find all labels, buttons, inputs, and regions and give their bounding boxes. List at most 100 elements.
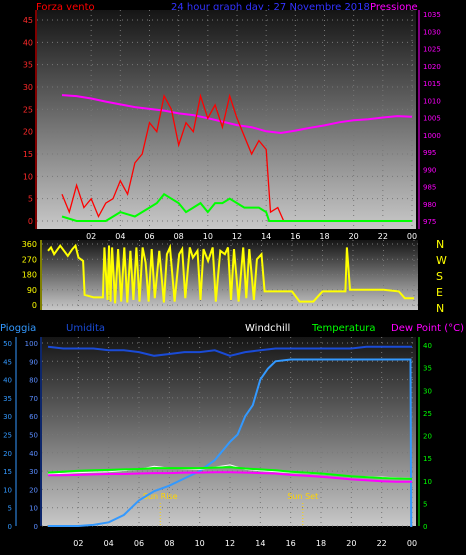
x-tick-label: 22 bbox=[378, 232, 388, 241]
series-line bbox=[47, 243, 414, 304]
sun-marker-label: Sun Set bbox=[287, 492, 318, 501]
x-tick-label: 14 bbox=[255, 539, 265, 548]
legend-item: Umidita bbox=[66, 323, 105, 334]
wind-axis-label: Forza vento bbox=[36, 2, 95, 13]
panel-rain-humidity-temperature bbox=[42, 337, 416, 526]
x-tick-label: 04 bbox=[104, 539, 114, 548]
temperature-tick-label: 0 bbox=[423, 523, 427, 531]
humidity-y-ticks: 0 10 20 30 40 50 60 70 80 90 100 bbox=[25, 337, 42, 531]
panel-rain-x-ticks: 02 04 06 08 10 12 14 16 18 20 22 00 bbox=[73, 539, 417, 548]
pressure-axis-label: Pressione bbox=[370, 2, 418, 13]
rain-tick-label: 5 bbox=[8, 505, 12, 513]
x-tick-label: 02 bbox=[86, 232, 96, 241]
x-tick-label: 18 bbox=[319, 232, 329, 241]
series-line bbox=[47, 345, 412, 357]
humidity-tick-label: 90 bbox=[29, 358, 38, 366]
wind-tick-label: 15 bbox=[23, 150, 33, 159]
panel-rain-legend: Pioggia Umidita Windchill Temperatura Dew Po… bbox=[0, 323, 464, 334]
wind-tick-label: 0 bbox=[28, 217, 33, 226]
humidity-tick-label: 0 bbox=[34, 523, 38, 531]
panel-wind-pressure-x-ticks: 02 04 06 08 10 12 14 16 18 20 22 00 bbox=[86, 232, 417, 241]
x-tick-label: 20 bbox=[346, 539, 356, 548]
pressure-y-ticks: 975 980 985 990 995 1000 1005 1010 1015 1020 1025 1… bbox=[418, 10, 441, 229]
direction-tick-label: 0 bbox=[32, 301, 37, 310]
rain-tick-label: 45 bbox=[3, 358, 12, 366]
temperature-tick-label: 5 bbox=[423, 500, 427, 508]
panel-rain-series bbox=[47, 345, 413, 527]
x-tick-label: 16 bbox=[286, 539, 296, 548]
rain-y-ticks: 0 5 10 15 20 25 30 35 40 45 50 bbox=[3, 337, 17, 531]
pressure-tick-label: 1035 bbox=[423, 11, 441, 19]
sun-marker-label: Sun Rise bbox=[143, 492, 178, 501]
series-line bbox=[48, 358, 413, 527]
rain-tick-label: 50 bbox=[3, 340, 12, 348]
wind-tick-label: 10 bbox=[23, 172, 33, 181]
rain-tick-label: 10 bbox=[3, 486, 12, 494]
pressure-tick-label: 1010 bbox=[423, 97, 441, 105]
pressure-tick-label: 1015 bbox=[423, 80, 441, 88]
humidity-tick-label: 70 bbox=[29, 395, 38, 403]
x-tick-label: 00 bbox=[407, 539, 417, 548]
direction-tick-label: 360 bbox=[22, 240, 37, 249]
wind-tick-label: 45 bbox=[23, 16, 33, 25]
x-tick-label: 12 bbox=[225, 539, 235, 548]
rain-tick-label: 40 bbox=[3, 377, 12, 385]
x-tick-label: 10 bbox=[195, 539, 205, 548]
wind-tick-label: 5 bbox=[28, 195, 33, 204]
direction-tick-label: 90 bbox=[27, 286, 37, 295]
pressure-tick-label: 980 bbox=[423, 201, 436, 209]
pressure-tick-label: 1030 bbox=[423, 28, 441, 36]
rain-tick-label: 15 bbox=[3, 468, 12, 476]
wind-tick-label: 20 bbox=[23, 128, 33, 137]
panel-wind-direction-series bbox=[47, 243, 414, 304]
x-tick-label: 18 bbox=[316, 539, 326, 548]
wind-y-ticks: 0 5 10 15 20 25 30 35 40 45 bbox=[23, 10, 37, 229]
x-tick-label: 16 bbox=[290, 232, 300, 241]
humidity-tick-label: 40 bbox=[29, 450, 38, 458]
x-tick-label: 12 bbox=[232, 232, 242, 241]
x-tick-label: 08 bbox=[164, 539, 174, 548]
x-tick-label: 06 bbox=[144, 232, 154, 241]
direction-tick-label: 270 bbox=[22, 255, 37, 264]
humidity-tick-label: 100 bbox=[25, 340, 38, 348]
temperature-tick-label: 30 bbox=[423, 387, 432, 395]
temperature-tick-label: 35 bbox=[423, 365, 432, 373]
series-line bbox=[61, 192, 412, 222]
temperature-tick-label: 15 bbox=[423, 455, 432, 463]
x-tick-label: 02 bbox=[73, 539, 83, 548]
humidity-tick-label: 50 bbox=[29, 432, 38, 440]
sun-annotations: Sun Rise Sun Set bbox=[143, 492, 318, 526]
compass-label: N bbox=[436, 238, 444, 251]
series-line bbox=[61, 94, 413, 135]
humidity-tick-label: 10 bbox=[29, 505, 38, 513]
wind-tick-label: 35 bbox=[23, 61, 33, 70]
rain-tick-label: 25 bbox=[3, 432, 12, 440]
pressure-tick-label: 995 bbox=[423, 149, 436, 157]
compass-label: W bbox=[436, 254, 447, 267]
pressure-tick-label: 990 bbox=[423, 166, 436, 174]
pressure-tick-label: 1025 bbox=[423, 46, 441, 54]
direction-y-ticks: 0 90 180 270 360 bbox=[22, 240, 42, 310]
humidity-tick-label: 60 bbox=[29, 413, 38, 421]
temperature-tick-label: 25 bbox=[423, 410, 432, 418]
rain-tick-label: 35 bbox=[3, 395, 12, 403]
x-tick-label: 22 bbox=[377, 539, 387, 548]
pressure-tick-label: 1005 bbox=[423, 115, 441, 123]
chart-title: 24 hour graph day : 27 Novembre 2018 bbox=[171, 2, 370, 13]
series-line bbox=[47, 466, 413, 480]
pressure-tick-label: 1000 bbox=[423, 132, 441, 140]
rain-tick-label: 20 bbox=[3, 450, 12, 458]
x-tick-label: 06 bbox=[134, 539, 144, 548]
temperature-tick-label: 10 bbox=[423, 478, 432, 486]
pressure-tick-label: 975 bbox=[423, 218, 436, 226]
x-tick-label: 20 bbox=[349, 232, 359, 241]
legend-item: Windchill bbox=[245, 323, 290, 334]
temperature-tick-label: 40 bbox=[423, 342, 432, 350]
pressure-tick-label: 985 bbox=[423, 184, 436, 192]
humidity-tick-label: 20 bbox=[29, 486, 38, 494]
series-line bbox=[48, 471, 412, 483]
temperature-y-ticks: 0 5 10 15 20 25 30 35 40 bbox=[418, 337, 432, 531]
panel-wind-pressure-series bbox=[61, 93, 413, 222]
